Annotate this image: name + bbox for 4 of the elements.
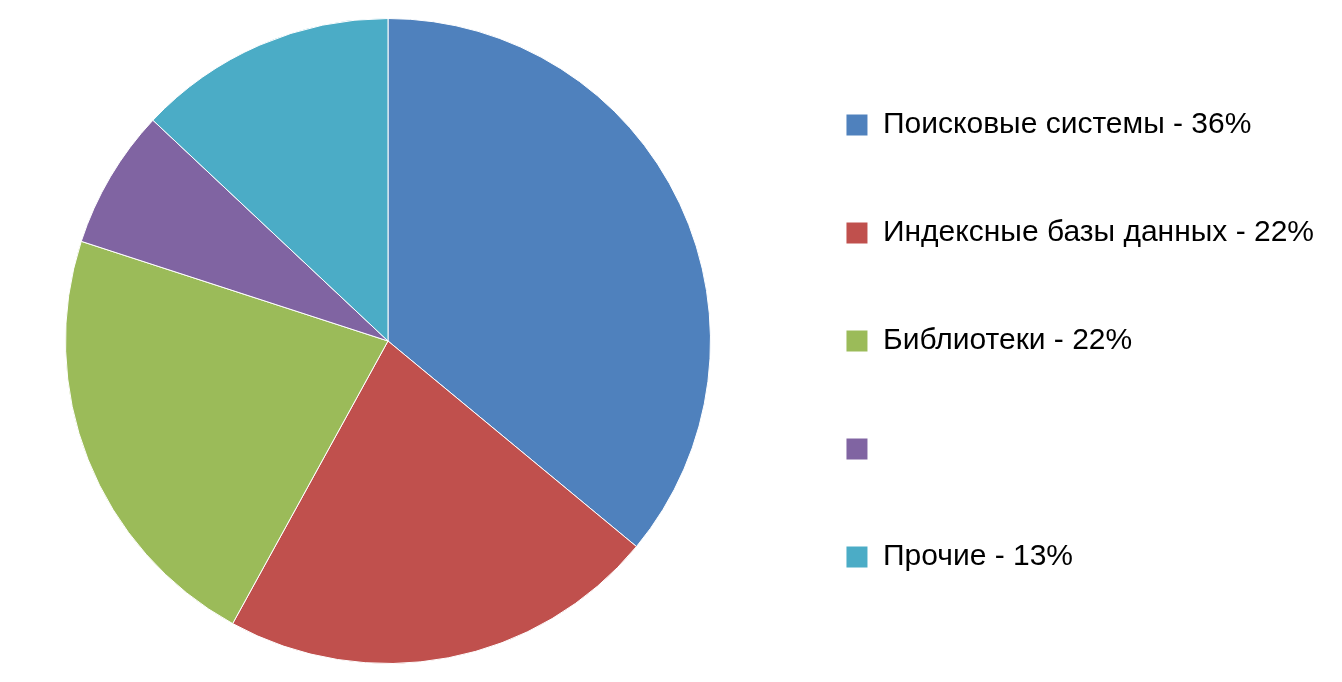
legend-label: Поисковые системы - 36% bbox=[882, 106, 1252, 140]
legend-label: Индексные базы данных - 22% bbox=[882, 214, 1314, 248]
legend-label: Библиотеки - 22% bbox=[882, 322, 1133, 356]
legend-label: Прочие - 13% bbox=[882, 538, 1074, 572]
